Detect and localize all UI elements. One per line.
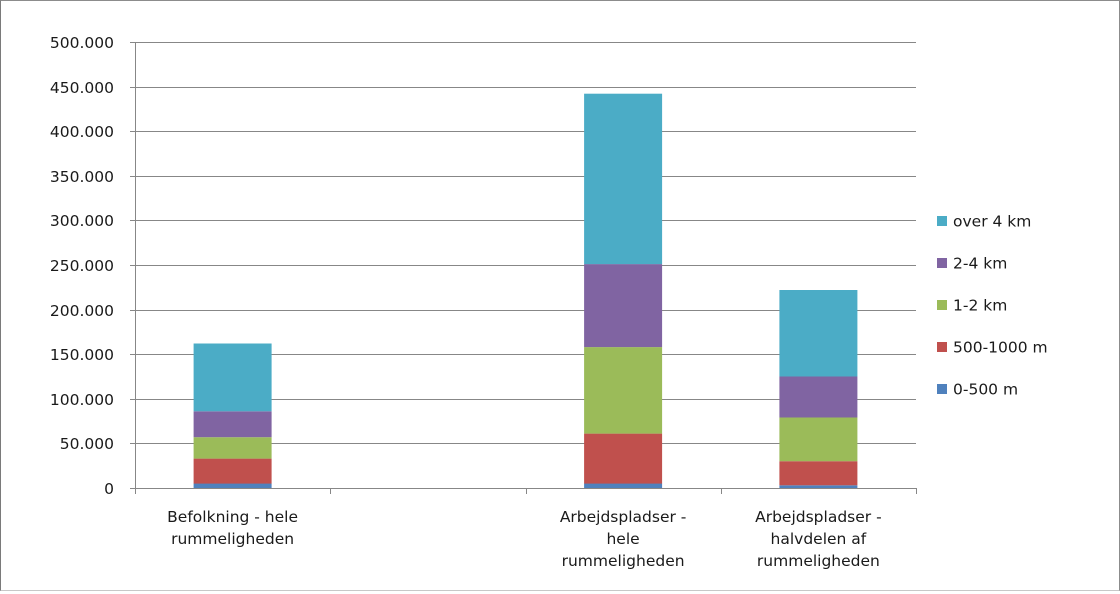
category-label: Befolkning - hele rummeligheden [167,508,298,548]
bar-segment [193,483,272,488]
y-tick-label: 350.000 [50,168,114,186]
category-label: Arbejdspladser - hele rummeligheden [560,508,687,570]
y-tick-label: 0 [104,480,114,498]
legend-swatch [937,300,947,310]
y-tick-label: 500.000 [50,34,114,52]
bar-segment [193,411,272,438]
y-tick-labels: 0 50.000 100.000 150.000 200.000 250.000 300.0… [50,34,114,498]
legend-swatch [937,216,947,226]
y-tick-label: 450.000 [50,79,114,97]
legend-swatch [937,258,947,268]
legend-label: over 4 km [953,213,1031,231]
bar-segment [584,433,663,484]
legend-label: 0-500 m [953,381,1018,399]
y-tick-label: 50.000 [60,435,114,453]
bar-segment [193,458,272,484]
bar-segment [584,93,663,265]
legend-label: 2-4 km [953,255,1007,273]
bar-segment [779,461,858,486]
category-label-line: hele [606,530,639,548]
bar-segment [584,264,663,348]
category-labels: Befolkning - hele rummelighedenArbejdspla… [167,508,882,570]
bar-segment [779,485,858,488]
bars [193,93,858,488]
category-label-line: halvdelen af [771,530,867,548]
bar-segment [193,437,272,459]
legend-label: 500-1000 m [953,339,1048,357]
bar-segment [779,376,858,418]
y-tick-label: 400.000 [50,123,114,141]
legend-swatch [937,342,947,352]
bar-segment [584,483,663,488]
category-label-line: Arbejdspladser - [755,508,882,526]
category-label-line: rummeligheden [757,552,880,570]
bar-segment [779,290,858,377]
legend-label: 1-2 km [953,297,1007,315]
category-label-line: Arbejdspladser - [560,508,687,526]
category-label-line: Befolkning - hele [167,508,298,526]
y-tick-label: 100.000 [50,391,114,409]
y-tick-label: 200.000 [50,302,114,320]
y-tick-label: 300.000 [50,212,114,230]
category-label-line: rummeligheden [562,552,685,570]
legend: over 4 km 2-4 km 1-2 km 500-1000 m 0-500 m [937,213,1048,399]
bar-segment [584,347,663,434]
category-label-line: rummeligheden [171,530,294,548]
axes [130,42,917,494]
bar-segment [193,343,272,412]
y-tick-label: 150.000 [50,346,114,364]
y-tick-label: 250.000 [50,257,114,275]
bar-segment [779,417,858,462]
category-label: Arbejdspladser - halvdelen af rummelighede… [755,508,882,570]
legend-swatch [937,384,947,394]
